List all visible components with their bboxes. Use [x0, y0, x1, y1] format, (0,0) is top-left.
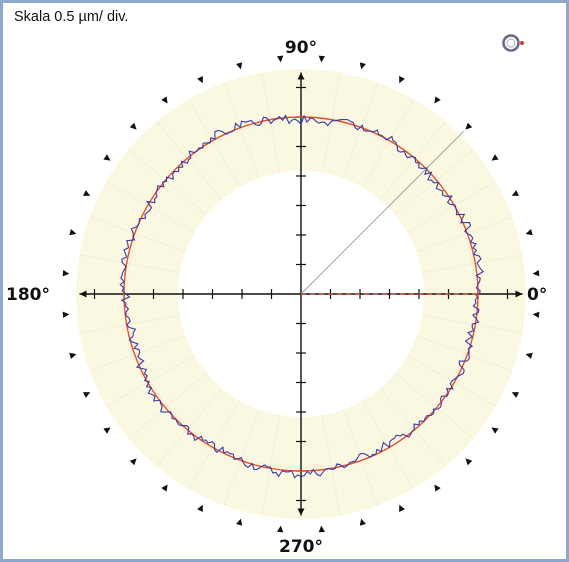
angle-marker: [465, 122, 473, 130]
angle-marker: [434, 484, 441, 492]
angle-marker: [399, 504, 405, 512]
ring-dot: [520, 41, 524, 45]
angle-marker: [511, 190, 519, 196]
angle-label-180: 180°: [6, 285, 50, 305]
angle-marker: [161, 484, 168, 492]
angle-marker: [103, 427, 111, 434]
ring-inner: [506, 38, 516, 48]
angle-marker: [491, 154, 499, 161]
reference-angle-line: [300, 131, 464, 295]
angle-marker: [359, 62, 366, 70]
angle-marker: [236, 518, 243, 526]
angle-marker: [83, 392, 91, 398]
angle-marker: [129, 458, 137, 466]
angle-marker: [103, 154, 111, 161]
angle-marker: [69, 229, 77, 236]
angle-label-90: 90°: [285, 38, 317, 58]
angle-marker: [197, 504, 203, 512]
angle-marker: [359, 518, 366, 526]
angle-marker: [129, 122, 137, 130]
angle-marker: [276, 525, 284, 533]
angle-marker: [465, 458, 473, 466]
axis-arrow: [515, 290, 523, 298]
measured-profile-line: [119, 114, 485, 479]
roundness-ring-icon: [502, 34, 524, 52]
angle-marker: [197, 76, 203, 84]
axis-arrow: [79, 290, 87, 298]
angle-marker: [161, 96, 168, 104]
ring-outer: [502, 34, 520, 52]
angle-marker: [399, 76, 405, 84]
angle-marker: [236, 62, 243, 70]
angle-marker: [525, 352, 533, 359]
angle-marker: [62, 269, 70, 277]
angle-label-0: 0°: [527, 285, 547, 305]
angle-marker: [532, 269, 540, 277]
angle-marker: [532, 311, 540, 319]
angle-marker: [83, 190, 91, 196]
angle-marker: [525, 229, 533, 236]
angle-marker: [318, 525, 326, 533]
scale-label: Skala 0.5 µm/ div.: [14, 9, 129, 25]
reference-circle: [123, 116, 479, 472]
angle-marker: [69, 352, 77, 359]
angle-marker: [511, 392, 519, 398]
angle-label-270: 270°: [279, 537, 323, 557]
angle-marker: [276, 55, 284, 63]
axis-arrow: [297, 72, 305, 80]
angle-marker: [62, 311, 70, 319]
angle-marker: [434, 96, 441, 104]
angle-marker: [318, 55, 326, 63]
angle-marker: [491, 427, 499, 434]
axis-arrow: [297, 508, 305, 516]
